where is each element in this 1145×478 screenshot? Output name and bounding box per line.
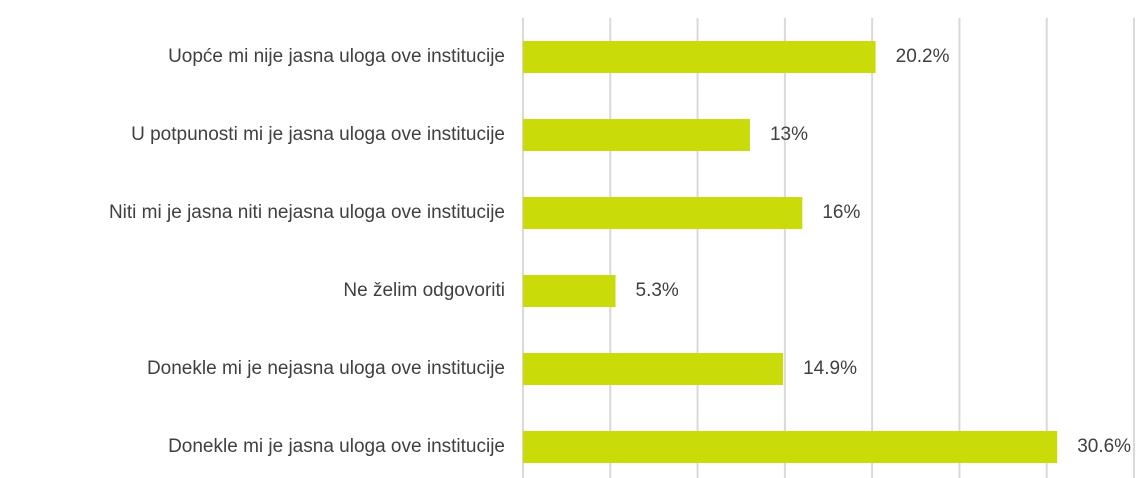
bar	[523, 41, 876, 73]
bar	[523, 275, 616, 307]
value-label: 14.9%	[803, 358, 857, 379]
value-label: 20.2%	[896, 46, 950, 67]
y-tick-label: Uopće mi nije jasna uloga ove institucij…	[168, 46, 505, 67]
y-tick-label: Donekle mi je nejasna uloga ove instituc…	[147, 358, 505, 379]
bar	[523, 353, 784, 385]
y-tick-label: U potpunosti mi je jasna uloga ove insti…	[131, 124, 505, 145]
bar	[523, 119, 750, 151]
value-label: 13%	[770, 124, 808, 145]
y-tick-label: Ne želim odgovoriti	[343, 280, 505, 301]
bar	[523, 197, 803, 229]
bar	[523, 431, 1058, 463]
value-label: 5.3%	[636, 280, 679, 301]
value-label: 16%	[822, 202, 860, 223]
y-tick-label: Donekle mi je jasna uloga ove institucij…	[168, 436, 505, 457]
y-tick-label: Niti mi je jasna niti nejasna uloga ove …	[109, 202, 505, 223]
value-label: 30.6%	[1077, 436, 1131, 457]
